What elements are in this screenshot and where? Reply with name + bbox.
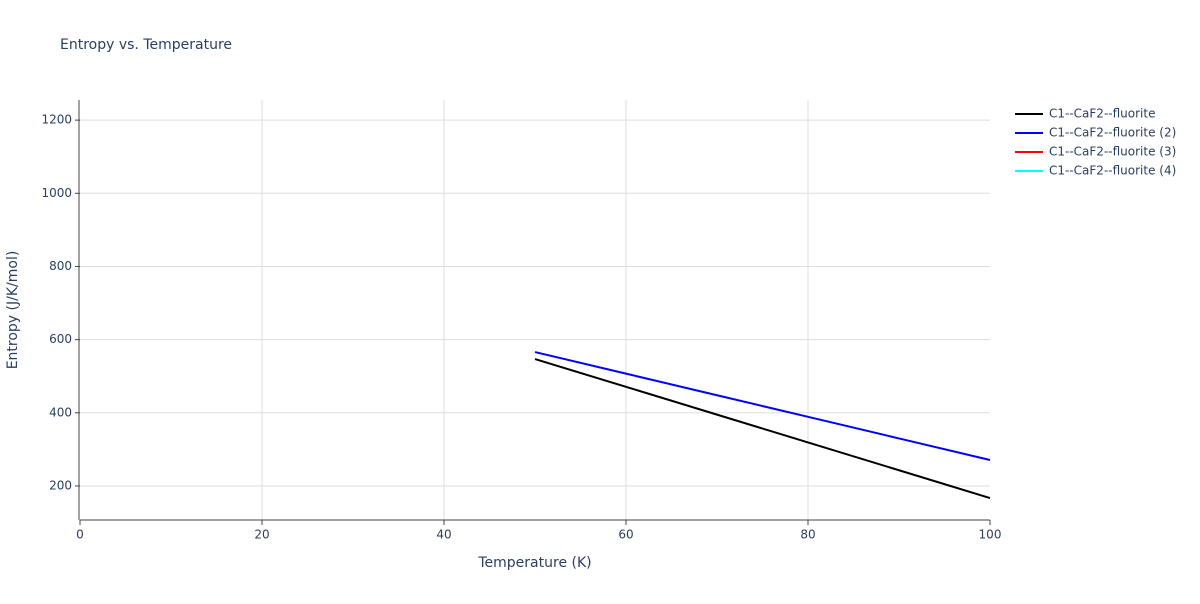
legend-label: C1--CaF2--fluorite (4)	[1049, 164, 1176, 178]
x-tick-label: 60	[618, 528, 633, 542]
y-tick-label: 800	[49, 259, 72, 273]
y-tick-label: 200	[49, 478, 72, 492]
x-tick-label: 100	[979, 528, 1002, 542]
chart-title: Entropy vs. Temperature	[60, 37, 232, 53]
y-tick-label: 600	[49, 332, 72, 346]
y-tick-label: 1000	[41, 186, 72, 200]
y-tick-label: 400	[49, 405, 72, 419]
series-line	[534, 351, 991, 461]
legend-label: C1--CaF2--fluorite	[1049, 107, 1155, 121]
y-axis-label: Entropy (J/K/mol)	[5, 251, 21, 370]
x-tick-label: 20	[254, 528, 269, 542]
x-axis-label: Temperature (K)	[477, 555, 591, 571]
legend-label: C1--CaF2--fluorite (2)	[1049, 126, 1176, 140]
series-line	[534, 358, 991, 500]
x-tick-label: 80	[800, 528, 815, 542]
y-tick-label: 1200	[41, 113, 72, 127]
x-tick-label: 0	[76, 528, 84, 542]
x-tick-label: 40	[436, 528, 451, 542]
legend-label: C1--CaF2--fluorite (3)	[1049, 145, 1176, 159]
